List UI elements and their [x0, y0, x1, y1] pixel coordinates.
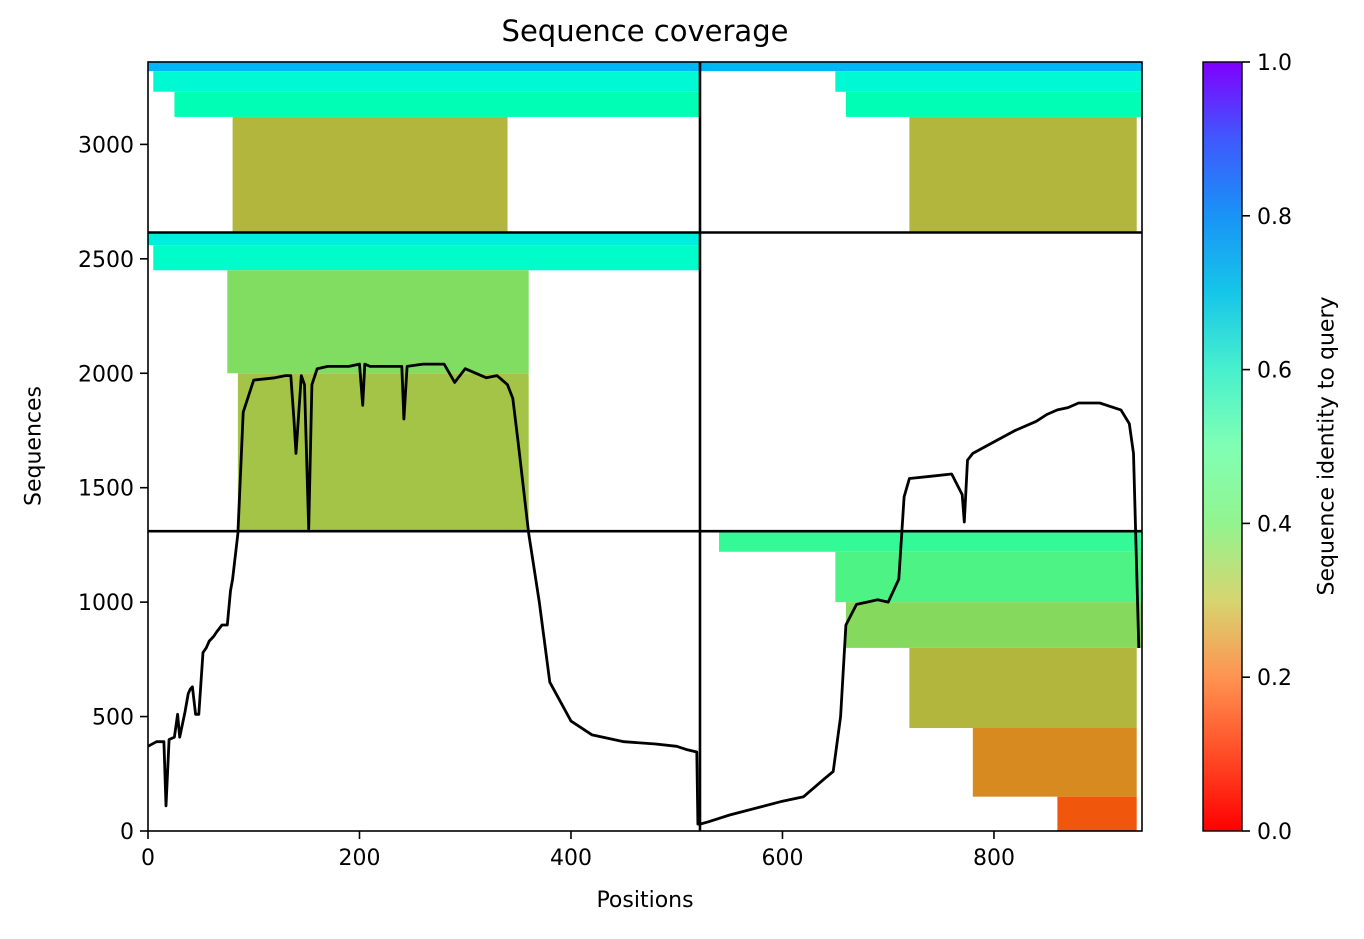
y-axis: 0 500 1000 1500 2000 2500 3000 [78, 133, 148, 845]
heatmap-segment-1-0 [699, 62, 1142, 72]
heatmap-segment-3-3 [909, 647, 1137, 729]
heatmap-segment-2-0 [148, 232, 700, 246]
heatmap-segment-0-1 [153, 71, 700, 92]
x-tick-label: 400 [550, 846, 592, 871]
heatmap-segment-1-3 [909, 116, 1137, 233]
y-tick-label: 1500 [78, 477, 134, 502]
y-tick-label: 2000 [78, 362, 134, 387]
y-tick-label: 3000 [78, 133, 134, 158]
y-axis-label: Sequences [21, 386, 47, 506]
colorbar-tick-label: 0.4 [1257, 512, 1292, 537]
y-tick-label: 1000 [78, 591, 134, 616]
heatmap-segment-1-2 [845, 91, 1142, 117]
heatmap-segment-0-0 [148, 62, 700, 72]
heatmap-segment-0-3 [232, 116, 508, 233]
colorbar-tick-label: 0.0 [1257, 820, 1292, 845]
heatmap-segment-3-1 [835, 551, 1142, 603]
colorbar-label: Sequence identity to query [1314, 296, 1340, 596]
heatmap-segment-3-5 [1057, 796, 1137, 831]
y-tick-label: 0 [120, 820, 134, 845]
colorbar-tick-label: 0.6 [1257, 359, 1292, 384]
heatmap-segment-1-1 [835, 71, 1142, 92]
y-tick-label: 500 [92, 706, 134, 731]
heatmap-cells [148, 62, 1142, 831]
heatmap-segment-2-1 [153, 245, 700, 271]
colorbar-axis: 0.0 0.2 0.4 0.6 0.8 1.0 [1242, 51, 1292, 845]
colorbar-tick-label: 0.2 [1257, 666, 1292, 691]
x-tick-label: 200 [338, 846, 380, 871]
heatmap-segment-2-3 [237, 373, 529, 532]
x-axis: 0 200 400 600 800 [141, 831, 1015, 871]
colorbar-tick-label: 1.0 [1257, 51, 1292, 76]
colorbar [1202, 61, 1243, 832]
x-tick-label: 0 [141, 846, 155, 871]
chart-title: Sequence coverage [501, 14, 789, 48]
coverage-line-layer [148, 362, 1141, 826]
heatmap-segment-3-4 [972, 728, 1137, 797]
heatmap-segment-0-2 [174, 91, 700, 117]
x-tick-label: 600 [761, 846, 803, 871]
heatmap-segment-3-2 [845, 602, 1142, 648]
heatmap-segment-3-0 [719, 531, 1142, 552]
y-tick-label: 2500 [78, 248, 134, 273]
x-tick-label: 800 [973, 846, 1015, 871]
coverage-line [148, 362, 1141, 826]
x-axis-label: Positions [596, 888, 694, 913]
heatmap-segment-2-2 [227, 270, 529, 374]
boundary-lines [148, 62, 1142, 831]
colorbar-tick-label: 0.8 [1257, 205, 1292, 230]
plot-frame [147, 61, 1143, 832]
